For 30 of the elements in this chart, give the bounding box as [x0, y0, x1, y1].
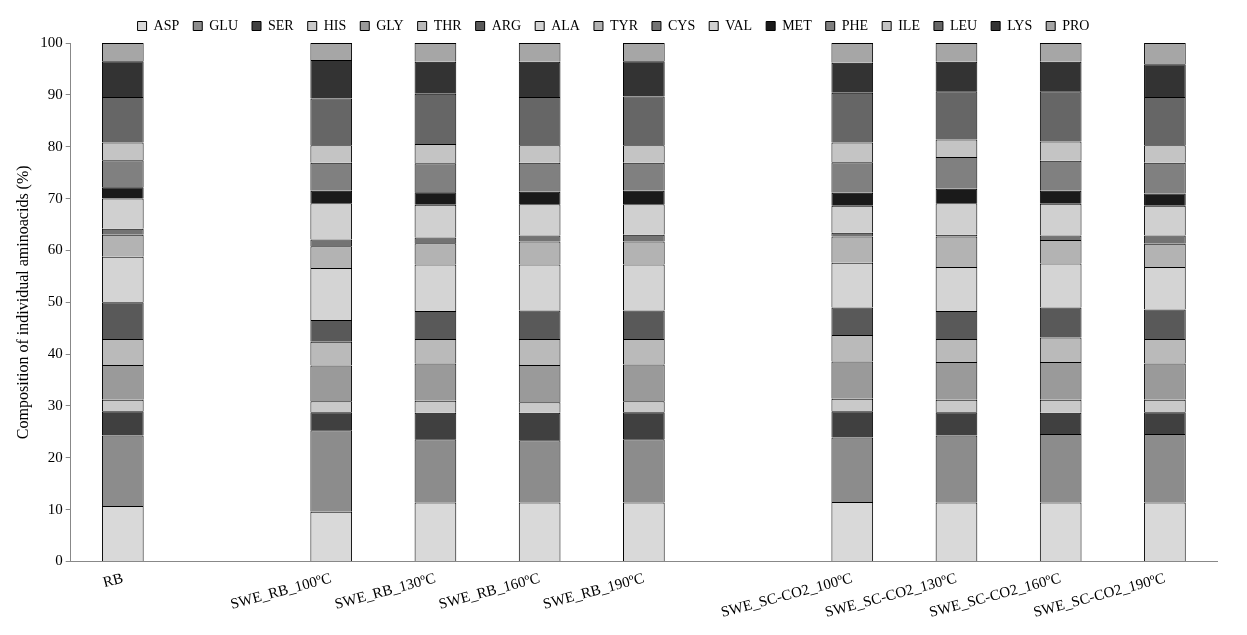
y-tick-label: 100	[40, 33, 63, 50]
x-tick-label: RB	[101, 569, 125, 591]
y-tick-label: 80	[47, 137, 63, 154]
y-tick-label: 30	[47, 396, 63, 413]
legend-label: PHE	[841, 17, 869, 33]
legend-label: HIS	[323, 17, 347, 33]
legend-label: GLY	[376, 17, 404, 33]
legend-label: LYS	[1007, 17, 1033, 33]
legend-label: CYS	[667, 17, 696, 33]
legend-label: ASP	[153, 17, 180, 33]
y-tick-label: 10	[47, 500, 63, 517]
legend-label: ILE	[898, 17, 920, 33]
y-tick-label: 40	[47, 345, 63, 362]
y-tick-label: 0	[55, 552, 63, 569]
y-tick-label: 50	[47, 293, 63, 310]
y-tick-label: 20	[47, 448, 63, 465]
legend-label: MET	[782, 17, 813, 33]
legend-label: VAL	[725, 17, 753, 33]
legend-label: TYR	[609, 17, 639, 33]
legend-label: LEU	[949, 17, 978, 33]
legend-label: THR	[433, 17, 463, 33]
legend-label: ARG	[491, 17, 522, 33]
y-tick-label: 90	[47, 85, 63, 102]
legend-label: ALA	[551, 17, 581, 33]
legend-label: PRO	[1062, 17, 1090, 33]
legend-label: SER	[268, 17, 295, 33]
y-tick-label: 60	[47, 241, 63, 258]
y-tick-label: 70	[47, 189, 63, 206]
y-axis-title: Composition of individual aminoacids (%)	[13, 165, 32, 440]
legend-label: GLU	[209, 17, 239, 33]
